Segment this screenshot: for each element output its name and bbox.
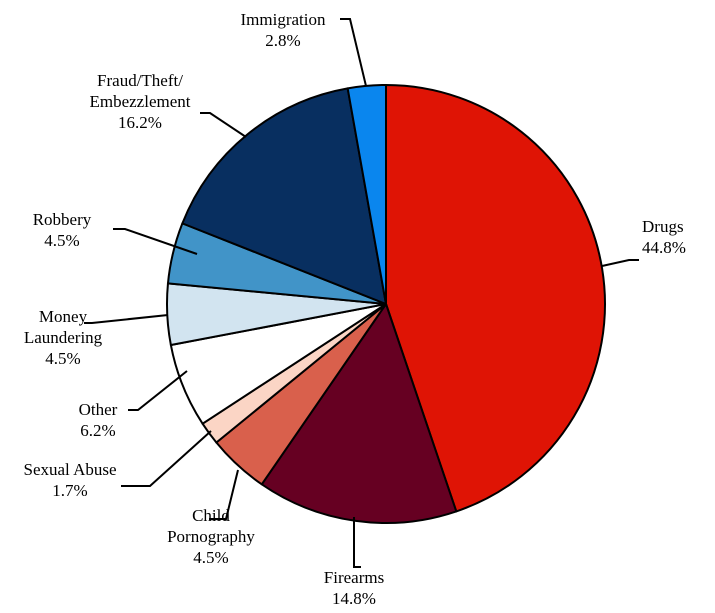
leader-line bbox=[340, 18, 367, 87]
slice-label: Other 6.2% bbox=[79, 400, 118, 440]
slice-category-label: Fraud/Theft/ bbox=[97, 71, 183, 90]
slice-percent-label: 1.7% bbox=[52, 481, 87, 500]
slice-percent-label: 44.8% bbox=[642, 238, 686, 257]
leader-line bbox=[353, 517, 361, 568]
slice-percent-label: 4.5% bbox=[44, 231, 79, 250]
slice-category-label: Sexual Abuse bbox=[23, 460, 116, 479]
pie-slice-firearms bbox=[260, 303, 458, 524]
slice-category-label: Other bbox=[79, 400, 118, 419]
slice-percent-label: 16.2% bbox=[118, 113, 162, 132]
slice-percent-label: 4.5% bbox=[45, 349, 80, 368]
leader-line bbox=[121, 430, 212, 487]
pie-slice-immigration bbox=[346, 84, 387, 305]
slice-category-label: Robbery bbox=[33, 210, 92, 229]
slice-category-label: Money bbox=[39, 307, 88, 326]
slice-category-label: Drugs bbox=[642, 217, 684, 236]
leader-line bbox=[601, 259, 639, 267]
leader-line bbox=[128, 370, 188, 411]
slice-label: Sexual Abuse 1.7% bbox=[23, 460, 116, 500]
slice-label: Child Pornography 4.5% bbox=[167, 506, 255, 567]
pie-slice-drugs bbox=[385, 84, 606, 513]
slice-labels: Drugs 44.8% Firearms 14.8% Child Pornography 4… bbox=[23, 10, 685, 608]
slice-category-label: Laundering bbox=[24, 328, 103, 347]
pie-slices bbox=[165, 84, 606, 524]
slice-label: Immigration 2.8% bbox=[241, 10, 326, 50]
slice-label: Fraud/Theft/Embezzlement 16.2% bbox=[89, 71, 190, 132]
leader-line bbox=[209, 469, 239, 520]
slice-label: Robbery 4.5% bbox=[33, 210, 92, 250]
slice-category-label: Child bbox=[192, 506, 230, 525]
slice-category-label: Embezzlement bbox=[89, 92, 190, 111]
leader-lines bbox=[84, 18, 639, 568]
slice-category-label: Immigration bbox=[241, 10, 326, 29]
slice-category-label: Pornography bbox=[167, 527, 255, 546]
slice-label: Money Laundering 4.5% bbox=[24, 307, 103, 368]
slice-label: Drugs 44.8% bbox=[642, 217, 686, 257]
leader-line bbox=[84, 314, 169, 324]
leader-line bbox=[113, 228, 198, 255]
slice-percent-label: 2.8% bbox=[265, 31, 300, 50]
pie-slice-fraud-theft-embezzlement bbox=[181, 87, 387, 305]
slice-percent-label: 4.5% bbox=[193, 548, 228, 567]
slice-percent-label: 6.2% bbox=[80, 421, 115, 440]
slice-label: Firearms 14.8% bbox=[324, 568, 384, 608]
slice-category-label: Firearms bbox=[324, 568, 384, 587]
leader-line bbox=[200, 112, 247, 138]
slice-percent-label: 14.8% bbox=[332, 589, 376, 608]
